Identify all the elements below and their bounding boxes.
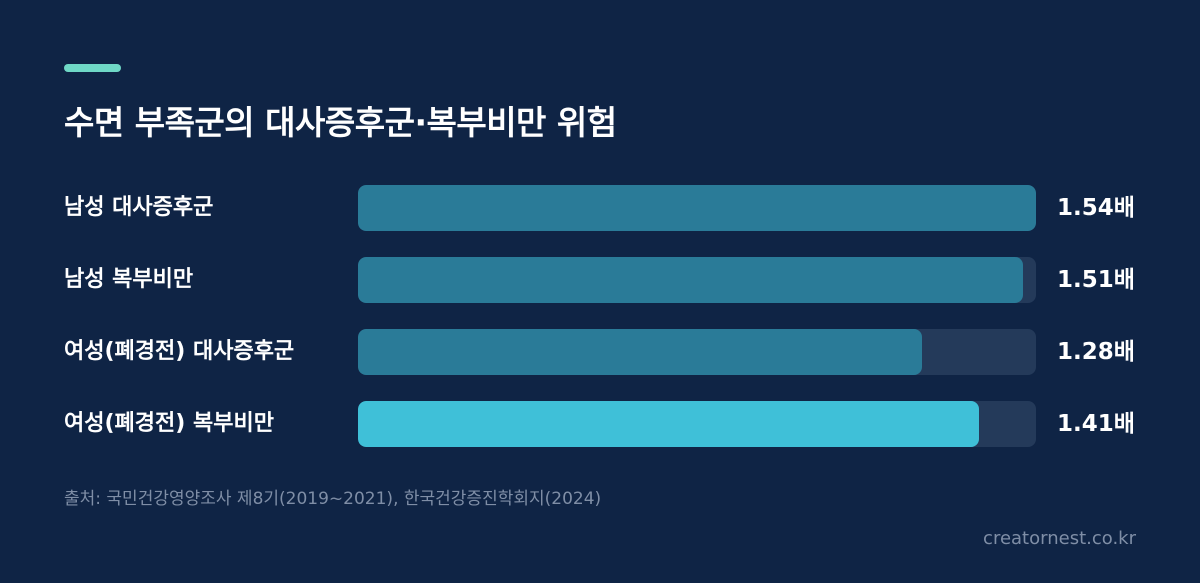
chart-title: 수면 부족군의 대사증후군·복부비만 위험 [64, 103, 617, 142]
category-label: 남성 복부비만 [64, 267, 194, 292]
bar-track [358, 329, 1036, 375]
bar-track [358, 257, 1036, 303]
category-label: 여성(폐경전) 복부비만 [64, 411, 274, 436]
bar [358, 185, 1036, 231]
value-label: 1.54배 [1057, 195, 1135, 221]
title-accent-line [64, 64, 121, 72]
value-label: 1.41배 [1057, 411, 1135, 437]
category-label: 남성 대사증후군 [64, 195, 214, 220]
bar-track [358, 401, 1036, 447]
bar-track [358, 185, 1036, 231]
bar [358, 329, 922, 375]
watermark: creatornest.co.kr [983, 528, 1136, 549]
bar [358, 401, 979, 447]
bar [358, 257, 1023, 303]
value-label: 1.28배 [1057, 339, 1135, 365]
category-label: 여성(폐경전) 대사증후군 [64, 339, 295, 364]
value-label: 1.51배 [1057, 267, 1135, 293]
source-note: 출처: 국민건강영양조사 제8기(2019~2021), 한국건강증진학회지(2… [64, 489, 602, 509]
